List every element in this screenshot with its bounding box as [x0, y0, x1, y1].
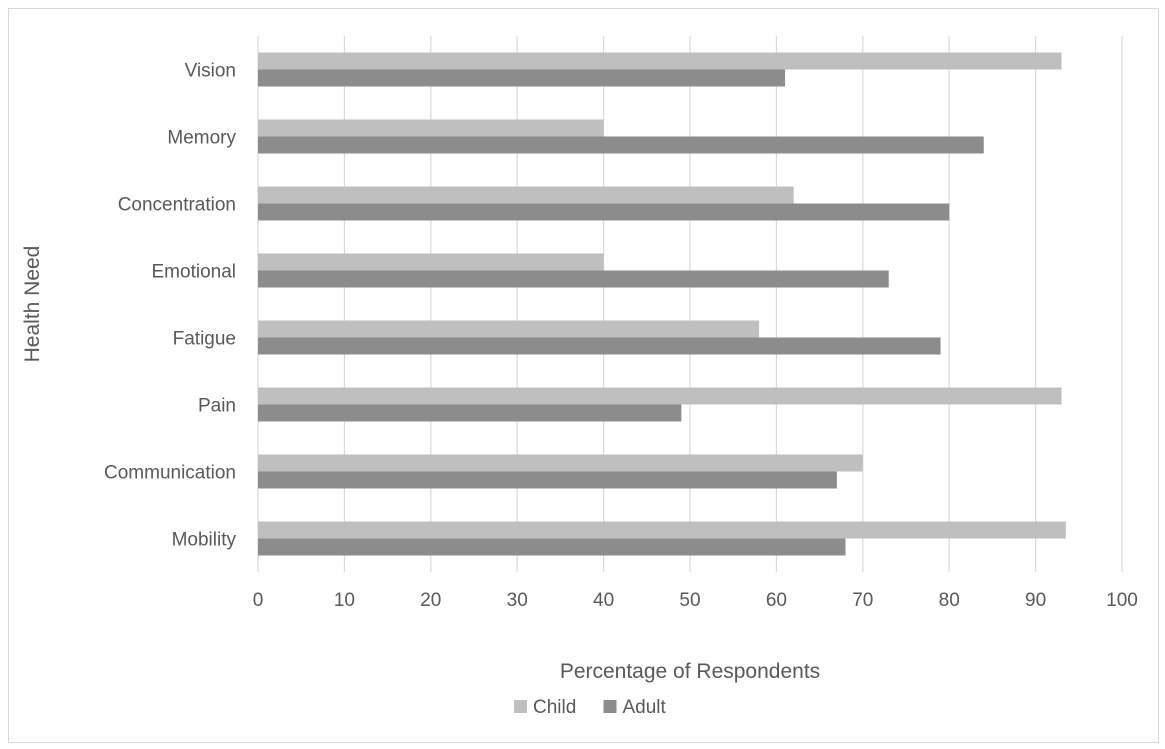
- bar-child-communication: [258, 454, 863, 472]
- y-tick-label: Memory: [167, 128, 236, 149]
- bar-adult-vision: [258, 69, 786, 87]
- x-tick-label: 50: [679, 590, 700, 611]
- bar-adult-communication: [258, 471, 837, 489]
- x-axis-title: Percentage of Respondents: [560, 660, 820, 683]
- x-tick-label: 10: [334, 590, 355, 611]
- gridlines: [257, 36, 1123, 572]
- y-tick-label: Pain: [198, 396, 236, 417]
- bar-child-mobility: [258, 521, 1066, 539]
- y-tick-label: Concentration: [118, 195, 236, 216]
- y-axis-title: Health Need: [21, 246, 44, 363]
- y-tick-label: Vision: [185, 61, 236, 82]
- bar-child-memory: [258, 119, 604, 137]
- y-tick-label: Communication: [104, 463, 236, 484]
- x-tick-label: 90: [1025, 590, 1046, 611]
- legend-label-child: Child: [533, 697, 576, 718]
- bar-adult-fatigue: [258, 337, 941, 355]
- legend-swatch-adult: [603, 700, 617, 713]
- x-tick-label: 60: [766, 590, 787, 611]
- bar-adult-pain: [258, 404, 682, 422]
- bar-child-pain: [258, 387, 1062, 405]
- x-tick-label: 30: [507, 590, 528, 611]
- legend-swatch-child: [514, 700, 527, 713]
- bar-adult-concentration: [258, 203, 950, 221]
- x-tick-label: 100: [1106, 590, 1138, 611]
- bar-adult-emotional: [258, 270, 889, 288]
- y-tick-labels: Vision Memory Concentration Emotional Fatigu…: [104, 61, 236, 551]
- y-tick-label: Mobility: [172, 530, 237, 551]
- bar-adult-memory: [258, 136, 984, 154]
- x-tick-labels: 0 10 20 30 40 50 60 70 80 90 100: [253, 590, 1138, 611]
- bar-child-concentration: [258, 186, 794, 204]
- x-tick-label: 40: [593, 590, 614, 611]
- x-tick-label: 70: [852, 590, 873, 611]
- x-tick-label: 0: [253, 590, 264, 611]
- bar-child-fatigue: [258, 320, 760, 338]
- y-tick-label: Emotional: [152, 262, 237, 283]
- bar-adult-mobility: [258, 538, 846, 556]
- bar-child-vision: [258, 52, 1062, 70]
- y-tick-label: Fatigue: [173, 329, 236, 350]
- bars: [258, 52, 1066, 556]
- bar-child-emotional: [258, 253, 604, 271]
- legend: Child Adult: [514, 697, 667, 718]
- x-tick-label: 20: [420, 590, 441, 611]
- legend-label-adult: Adult: [623, 697, 667, 718]
- x-tick-label: 80: [939, 590, 960, 611]
